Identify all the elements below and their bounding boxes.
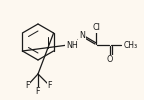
Text: F: F — [25, 82, 29, 90]
Text: CH₃: CH₃ — [124, 40, 138, 50]
Text: Cl: Cl — [92, 24, 100, 32]
Text: NH: NH — [66, 40, 78, 50]
Text: F: F — [36, 88, 40, 96]
Text: F: F — [48, 82, 52, 90]
Text: O: O — [107, 56, 113, 64]
Text: N: N — [79, 32, 85, 40]
